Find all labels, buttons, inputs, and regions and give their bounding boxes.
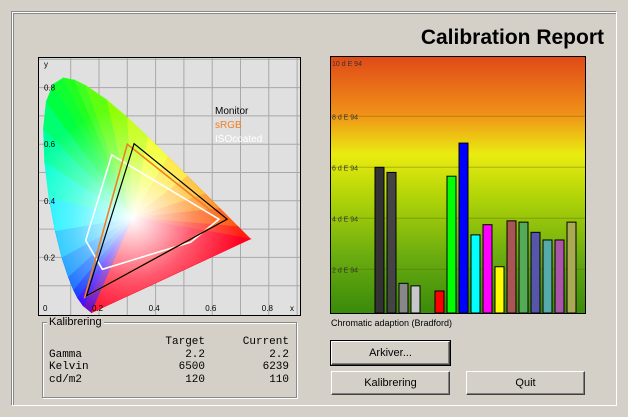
legend-isocoated: ISOcoated xyxy=(215,134,262,145)
y-tick-label: 4 d E 94 xyxy=(332,216,358,223)
current-value: 110 xyxy=(269,373,289,386)
y-axis-label: y xyxy=(44,60,48,69)
y-tick-label: 0.8 xyxy=(44,84,56,93)
x-tick-label: 0.4 xyxy=(149,304,161,313)
table-row: Gamma 2.2 2.2 xyxy=(49,349,289,362)
y-tick-label: 10 d E 94 xyxy=(332,61,362,68)
bar xyxy=(458,142,469,313)
bar xyxy=(446,175,457,313)
x-tick-label: 0.6 xyxy=(205,304,217,313)
bar xyxy=(566,221,577,313)
y-tick-label: 2 d E 94 xyxy=(332,267,358,274)
table-header: Target Current xyxy=(49,336,289,349)
table-row: cd/m2 120 110 xyxy=(49,374,289,387)
calibration-group xyxy=(42,322,297,398)
y-tick-label: 8 d E 94 xyxy=(332,114,358,121)
bar xyxy=(374,166,385,313)
bar xyxy=(470,234,481,313)
y-tick-label: 0.6 xyxy=(44,140,56,149)
row-label: cd/m2 xyxy=(49,373,83,386)
calibrate-button[interactable]: Kalibrering xyxy=(331,371,450,395)
header-target: Target xyxy=(165,336,205,348)
bar xyxy=(482,224,493,313)
bar xyxy=(398,282,409,313)
white-point-glow xyxy=(43,78,251,313)
page-title: Calibration Report xyxy=(420,26,604,49)
calibration-group-label: Kalibrering xyxy=(47,316,104,328)
bar xyxy=(530,231,541,313)
quit-button[interactable]: Quit xyxy=(466,371,585,395)
delta-e-bar-chart: 2 d E 94 4 d E 94 6 d E 94 8 d E 94 10 d E 9… xyxy=(330,56,586,314)
archive-button[interactable]: Arkiver... xyxy=(330,340,451,366)
y-tick-label: 6 d E 94 xyxy=(332,165,358,172)
x-tick-label: 0 xyxy=(43,304,48,313)
calibration-table: Target Current Gamma 2.2 2.2 Kelvin 6500… xyxy=(49,336,289,386)
bar xyxy=(518,221,529,313)
window-frame xyxy=(12,12,617,406)
header-cell xyxy=(49,336,129,349)
bar xyxy=(434,290,445,313)
bar xyxy=(410,285,421,313)
bar xyxy=(506,220,517,313)
legend-srgb: sRGB xyxy=(215,120,242,131)
target-value: 2.2 xyxy=(185,348,205,361)
x-tick-label: 0.2 xyxy=(92,304,104,313)
gamut-isocoated xyxy=(84,153,221,271)
bar xyxy=(554,239,565,313)
bar xyxy=(542,239,553,313)
target-value: 6500 xyxy=(178,361,205,373)
y-tick-label: 0.2 xyxy=(44,253,56,262)
current-value: 6239 xyxy=(262,361,289,373)
chart-caption: Chromatic adaption (Bradford) xyxy=(331,318,453,328)
current-value: 2.2 xyxy=(269,348,289,361)
y-tick-label: 0.4 xyxy=(44,197,56,206)
gamut-monitor xyxy=(85,142,229,298)
bar xyxy=(494,266,505,313)
chromaticity-diagram: 0.2 0.4 0.6 0.8 0 0.2 0.4 0.6 0.8 x y Monitor sRGB IS… xyxy=(38,57,301,316)
target-value: 120 xyxy=(185,373,205,386)
table-row: Kelvin 6500 6239 xyxy=(49,361,289,374)
x-axis-label: x xyxy=(290,304,294,313)
legend-monitor: Monitor xyxy=(215,106,249,117)
bar xyxy=(386,171,397,313)
x-tick-label: 0.8 xyxy=(262,304,274,313)
header-current: Current xyxy=(242,336,289,348)
row-label: Gamma xyxy=(49,348,83,361)
row-label: Kelvin xyxy=(49,361,89,373)
